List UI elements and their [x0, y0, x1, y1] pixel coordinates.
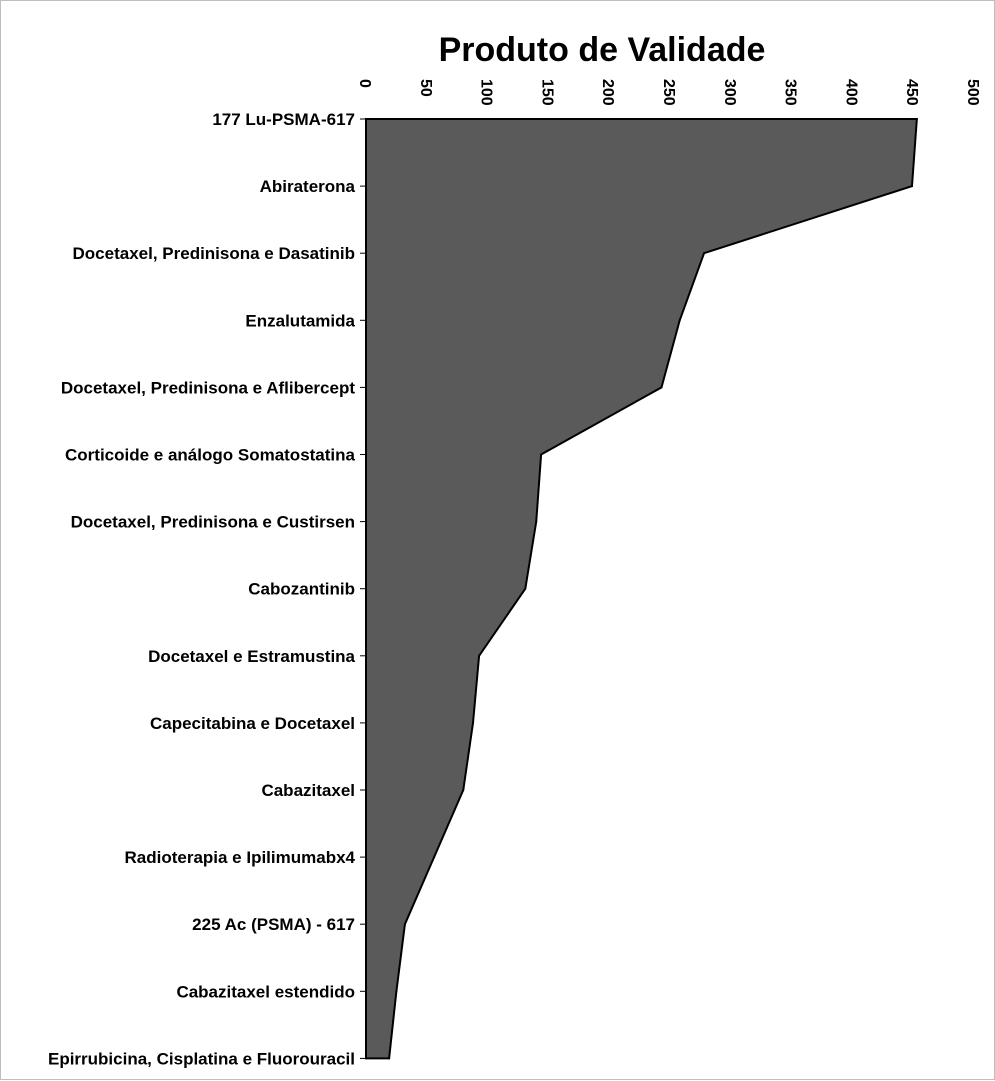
category-label: Corticoide e análogo Somatostatina — [65, 446, 356, 465]
data-point — [403, 923, 406, 926]
data-point — [703, 252, 706, 255]
area-fill — [366, 119, 917, 1059]
category-label: Abiraterona — [260, 177, 356, 196]
category-label: Enzalutamida — [245, 311, 355, 330]
x-tick-label: 300 — [721, 79, 738, 106]
category-label: Docetaxel, Predinisona e Dasatinib — [73, 244, 355, 263]
data-point — [388, 1057, 391, 1060]
category-label: Cabazitaxel — [261, 781, 355, 800]
chart-title: Produto de Validade — [439, 31, 766, 69]
data-point — [915, 118, 918, 120]
data-point — [540, 453, 543, 456]
category-label: Cabozantinib — [248, 580, 355, 599]
plot-area — [365, 118, 918, 1060]
category-label: Capecitabina e Docetaxel — [150, 714, 355, 733]
category-label: 177 Lu-PSMA-617 — [212, 110, 355, 129]
x-tick-label: 100 — [478, 79, 495, 106]
data-point — [433, 856, 436, 859]
data-point — [472, 721, 475, 724]
data-point — [678, 319, 681, 322]
x-tick-label: 450 — [903, 79, 920, 106]
category-label: Radioterapia e Ipilimumabx4 — [124, 848, 355, 867]
data-point — [535, 520, 538, 523]
category-label: Docetaxel e Estramustina — [148, 647, 355, 666]
x-tick-label: 250 — [660, 79, 677, 106]
x-tick-label: 0 — [356, 79, 373, 88]
data-point — [478, 654, 481, 657]
data-point — [462, 789, 465, 791]
x-axis-ticks: 0 50 100 150 200 250 300 350 400 450 500 — [356, 79, 981, 106]
x-tick-label: 350 — [782, 79, 799, 106]
category-label: Docetaxel, Predinisona e Custirsen — [71, 513, 355, 532]
category-label: Docetaxel, Predinisona e Aflibercept — [61, 378, 355, 397]
category-label: Cabazitaxel estendido — [176, 982, 355, 1001]
data-point — [910, 185, 913, 188]
x-tick-label: 200 — [599, 79, 616, 106]
x-tick-label: 150 — [538, 79, 555, 106]
x-tick-label: 400 — [842, 79, 859, 106]
x-tick-label: 50 — [417, 79, 434, 97]
category-label: Epirrubicina, Cisplatina e Fluorouracil — [48, 1049, 355, 1068]
category-labels: 177 Lu-PSMA-617 Abiraterona Docetaxel, Pre… — [48, 110, 366, 1068]
data-point — [524, 587, 527, 590]
category-label: 225 Ac (PSMA) - 617 — [192, 915, 355, 934]
data-point — [660, 386, 663, 389]
data-point — [395, 990, 398, 993]
x-tick-label: 500 — [964, 79, 981, 106]
